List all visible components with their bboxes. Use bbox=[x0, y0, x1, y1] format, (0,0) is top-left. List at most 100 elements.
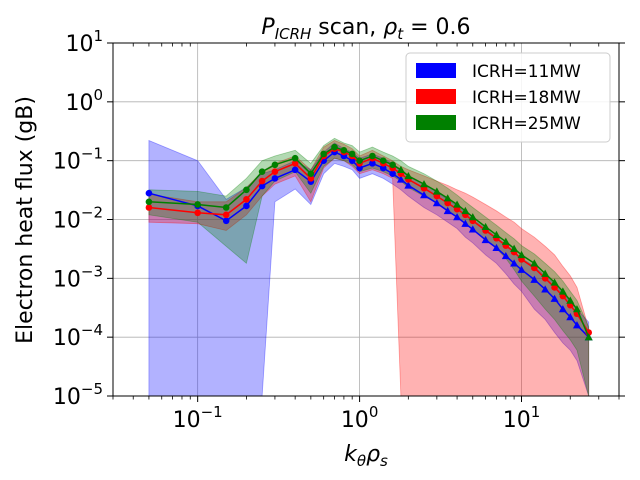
y-tick-base: 10 bbox=[65, 91, 93, 116]
point-icrh-25mw bbox=[389, 161, 396, 169]
band-icrh-25mw bbox=[148, 137, 590, 396]
point-icrh-11mw bbox=[271, 175, 279, 182]
point-icrh-18mw bbox=[271, 168, 279, 175]
point-icrh-25mw bbox=[481, 222, 490, 231]
point-icrh-11mw bbox=[348, 157, 356, 164]
x-tick-exp: −1 bbox=[201, 403, 223, 421]
point-icrh-25mw bbox=[443, 194, 452, 202]
point-icrh-18mw bbox=[307, 175, 315, 182]
legend-label: ICRH=18MW bbox=[472, 88, 581, 108]
y-tick-exp: −5 bbox=[81, 380, 103, 398]
title-p: P bbox=[261, 15, 275, 40]
point-icrh-11mw bbox=[291, 166, 299, 174]
point-icrh-11mw bbox=[222, 217, 230, 225]
legend-box bbox=[405, 52, 611, 143]
x-axis: 10−1 100 101 bbox=[112, 43, 620, 433]
y-tick-label: 10−4 bbox=[53, 321, 103, 351]
y-tick-exp: −2 bbox=[81, 204, 103, 222]
point-icrh-11mw bbox=[461, 219, 470, 227]
point-icrh-11mw bbox=[566, 313, 575, 321]
point-icrh-11mw bbox=[396, 175, 405, 183]
legend-swatch bbox=[416, 89, 456, 104]
y-tick-base: 10 bbox=[53, 209, 81, 234]
point-icrh-11mw bbox=[356, 164, 363, 172]
point-icrh-25mw bbox=[572, 305, 581, 313]
point-icrh-11mw bbox=[572, 321, 581, 329]
point-icrh-18mw bbox=[194, 209, 201, 217]
point-icrh-18mw bbox=[145, 204, 153, 211]
xlabel-s: s bbox=[380, 452, 388, 470]
point-icrh-11mw bbox=[258, 182, 266, 190]
legend-label: ICRH=11MW bbox=[472, 62, 581, 82]
point-icrh-18mw bbox=[444, 199, 451, 207]
point-icrh-25mw bbox=[420, 180, 429, 188]
legend-label: ICRH=25MW bbox=[472, 114, 581, 134]
xlabel-theta: θ bbox=[357, 452, 366, 470]
y-tick-label: 10−3 bbox=[53, 262, 103, 292]
band-icrh-18mw bbox=[148, 140, 590, 396]
point-icrh-25mw bbox=[453, 200, 462, 208]
point-icrh-25mw bbox=[510, 244, 519, 252]
title-rho: ρ bbox=[383, 15, 397, 40]
point-icrh-25mw bbox=[340, 147, 348, 154]
point-icrh-11mw bbox=[558, 305, 567, 313]
point-icrh-25mw bbox=[222, 204, 230, 211]
point-icrh-11mw bbox=[243, 202, 250, 210]
y-tick-exp: −4 bbox=[81, 321, 103, 339]
point-icrh-25mw bbox=[501, 237, 510, 245]
point-icrh-25mw bbox=[396, 165, 405, 173]
point-icrh-11mw bbox=[379, 164, 387, 172]
point-icrh-11mw bbox=[550, 294, 559, 302]
point-icrh-25mw bbox=[550, 278, 559, 286]
y-axis-label: Electron heat flux (gB) bbox=[13, 96, 38, 344]
point-icrh-25mw bbox=[558, 287, 567, 295]
point-icrh-25mw bbox=[356, 157, 363, 164]
point-icrh-25mw bbox=[348, 150, 356, 158]
x-tick-label: 10−1 bbox=[173, 403, 223, 433]
point-icrh-25mw bbox=[243, 186, 250, 194]
y-tick-exp: 0 bbox=[93, 86, 103, 104]
point-icrh-11mw bbox=[404, 181, 413, 189]
legend-swatch bbox=[416, 115, 456, 130]
y-tick-base: 10 bbox=[53, 385, 81, 410]
point-icrh-25mw bbox=[404, 171, 413, 180]
point-icrh-25mw bbox=[530, 259, 539, 267]
point-icrh-25mw bbox=[331, 143, 338, 151]
point-icrh-25mw bbox=[271, 161, 279, 169]
chart-title: PICRH scan, ρt = 0.6 bbox=[261, 15, 470, 43]
y-tick-exp: 1 bbox=[93, 27, 103, 45]
title-rho-sub: t bbox=[397, 25, 404, 43]
point-icrh-18mw bbox=[258, 177, 266, 185]
point-icrh-18mw bbox=[551, 284, 558, 291]
point-icrh-11mw bbox=[432, 199, 441, 207]
point-icrh-11mw bbox=[501, 251, 510, 260]
point-icrh-18mw bbox=[243, 196, 250, 203]
point-icrh-25mw bbox=[461, 206, 470, 215]
point-icrh-25mw bbox=[379, 157, 387, 164]
point-icrh-11mw bbox=[389, 170, 396, 178]
point-icrh-11mw bbox=[481, 235, 490, 244]
x-tick-exp: 1 bbox=[531, 403, 541, 421]
point-icrh-25mw bbox=[584, 333, 593, 341]
point-icrh-11mw bbox=[453, 213, 462, 221]
legend-swatch bbox=[416, 63, 456, 78]
y-tick-label: 10−1 bbox=[53, 145, 103, 175]
title-scan: scan, bbox=[311, 15, 383, 40]
y-tick-label: 10−5 bbox=[53, 380, 103, 410]
x-tick-exp: 0 bbox=[369, 403, 379, 421]
point-icrh-11mw bbox=[492, 243, 501, 252]
point-icrh-11mw bbox=[530, 275, 539, 283]
y-tick-label: 10−2 bbox=[53, 204, 103, 234]
y-tick-base: 10 bbox=[53, 326, 81, 351]
xlabel-rho: ρ bbox=[366, 442, 380, 467]
point-icrh-25mw bbox=[145, 198, 153, 206]
point-icrh-25mw bbox=[432, 187, 441, 195]
legend: ICRH=11MW ICRH=18MW ICRH=25MW bbox=[405, 52, 611, 143]
point-icrh-25mw bbox=[194, 201, 201, 208]
series-lines bbox=[145, 143, 593, 341]
point-icrh-18mw bbox=[222, 211, 230, 219]
point-icrh-11mw bbox=[517, 265, 526, 273]
point-icrh-11mw bbox=[369, 160, 376, 167]
point-icrh-25mw bbox=[291, 154, 299, 162]
